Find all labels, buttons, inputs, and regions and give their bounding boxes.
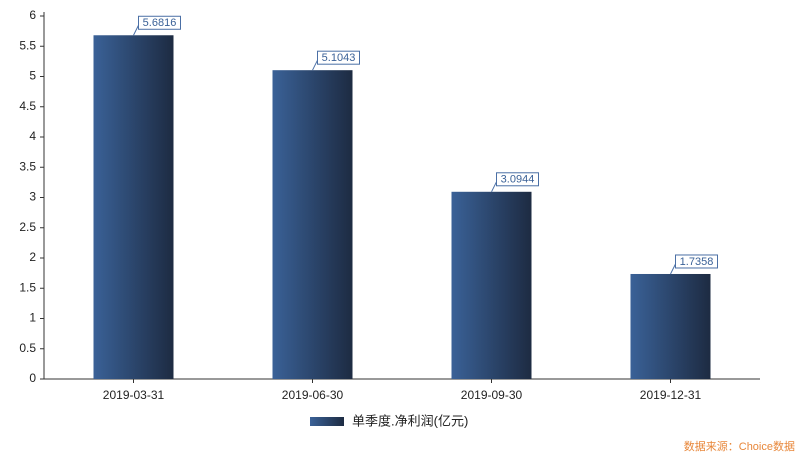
y-tick-label: 6 — [29, 8, 36, 22]
bar — [272, 70, 353, 379]
label-box — [496, 172, 539, 187]
bar — [630, 273, 711, 379]
legend-label: 单季度.净利润(亿元) — [352, 413, 468, 428]
y-tick-label: 0.5 — [19, 341, 36, 355]
label-box — [675, 254, 718, 269]
x-tick-label: 2019-03-31 — [103, 388, 165, 402]
y-tick-label: 0 — [29, 371, 36, 385]
y-tick-label: 1.5 — [19, 280, 36, 294]
value-label: 5.6816 — [143, 17, 177, 29]
y-tick-label: 2.5 — [19, 220, 36, 234]
legend-swatch — [310, 417, 344, 426]
y-tick-label: 3.5 — [19, 159, 36, 173]
y-tick-label: 2 — [29, 250, 36, 264]
value-label: 1.7358 — [680, 256, 714, 268]
bar — [93, 35, 174, 380]
x-tick-label: 2019-06-30 — [282, 388, 344, 402]
label-box — [317, 50, 360, 65]
bar — [451, 191, 532, 379]
value-label: 5.1043 — [322, 52, 356, 64]
source-note: 数据来源：Choice数据 — [684, 439, 795, 453]
y-tick-label: 5.5 — [19, 38, 36, 52]
label-box — [138, 15, 181, 30]
y-tick-label: 5 — [29, 69, 36, 83]
y-tick-label: 3 — [29, 190, 36, 204]
value-label: 3.0944 — [501, 174, 535, 186]
y-tick-label: 4 — [29, 129, 36, 143]
y-tick-label: 4.5 — [19, 99, 36, 113]
y-tick-label: 1 — [29, 311, 36, 325]
x-tick-label: 2019-12-31 — [640, 388, 702, 402]
x-tick-label: 2019-09-30 — [461, 388, 523, 402]
